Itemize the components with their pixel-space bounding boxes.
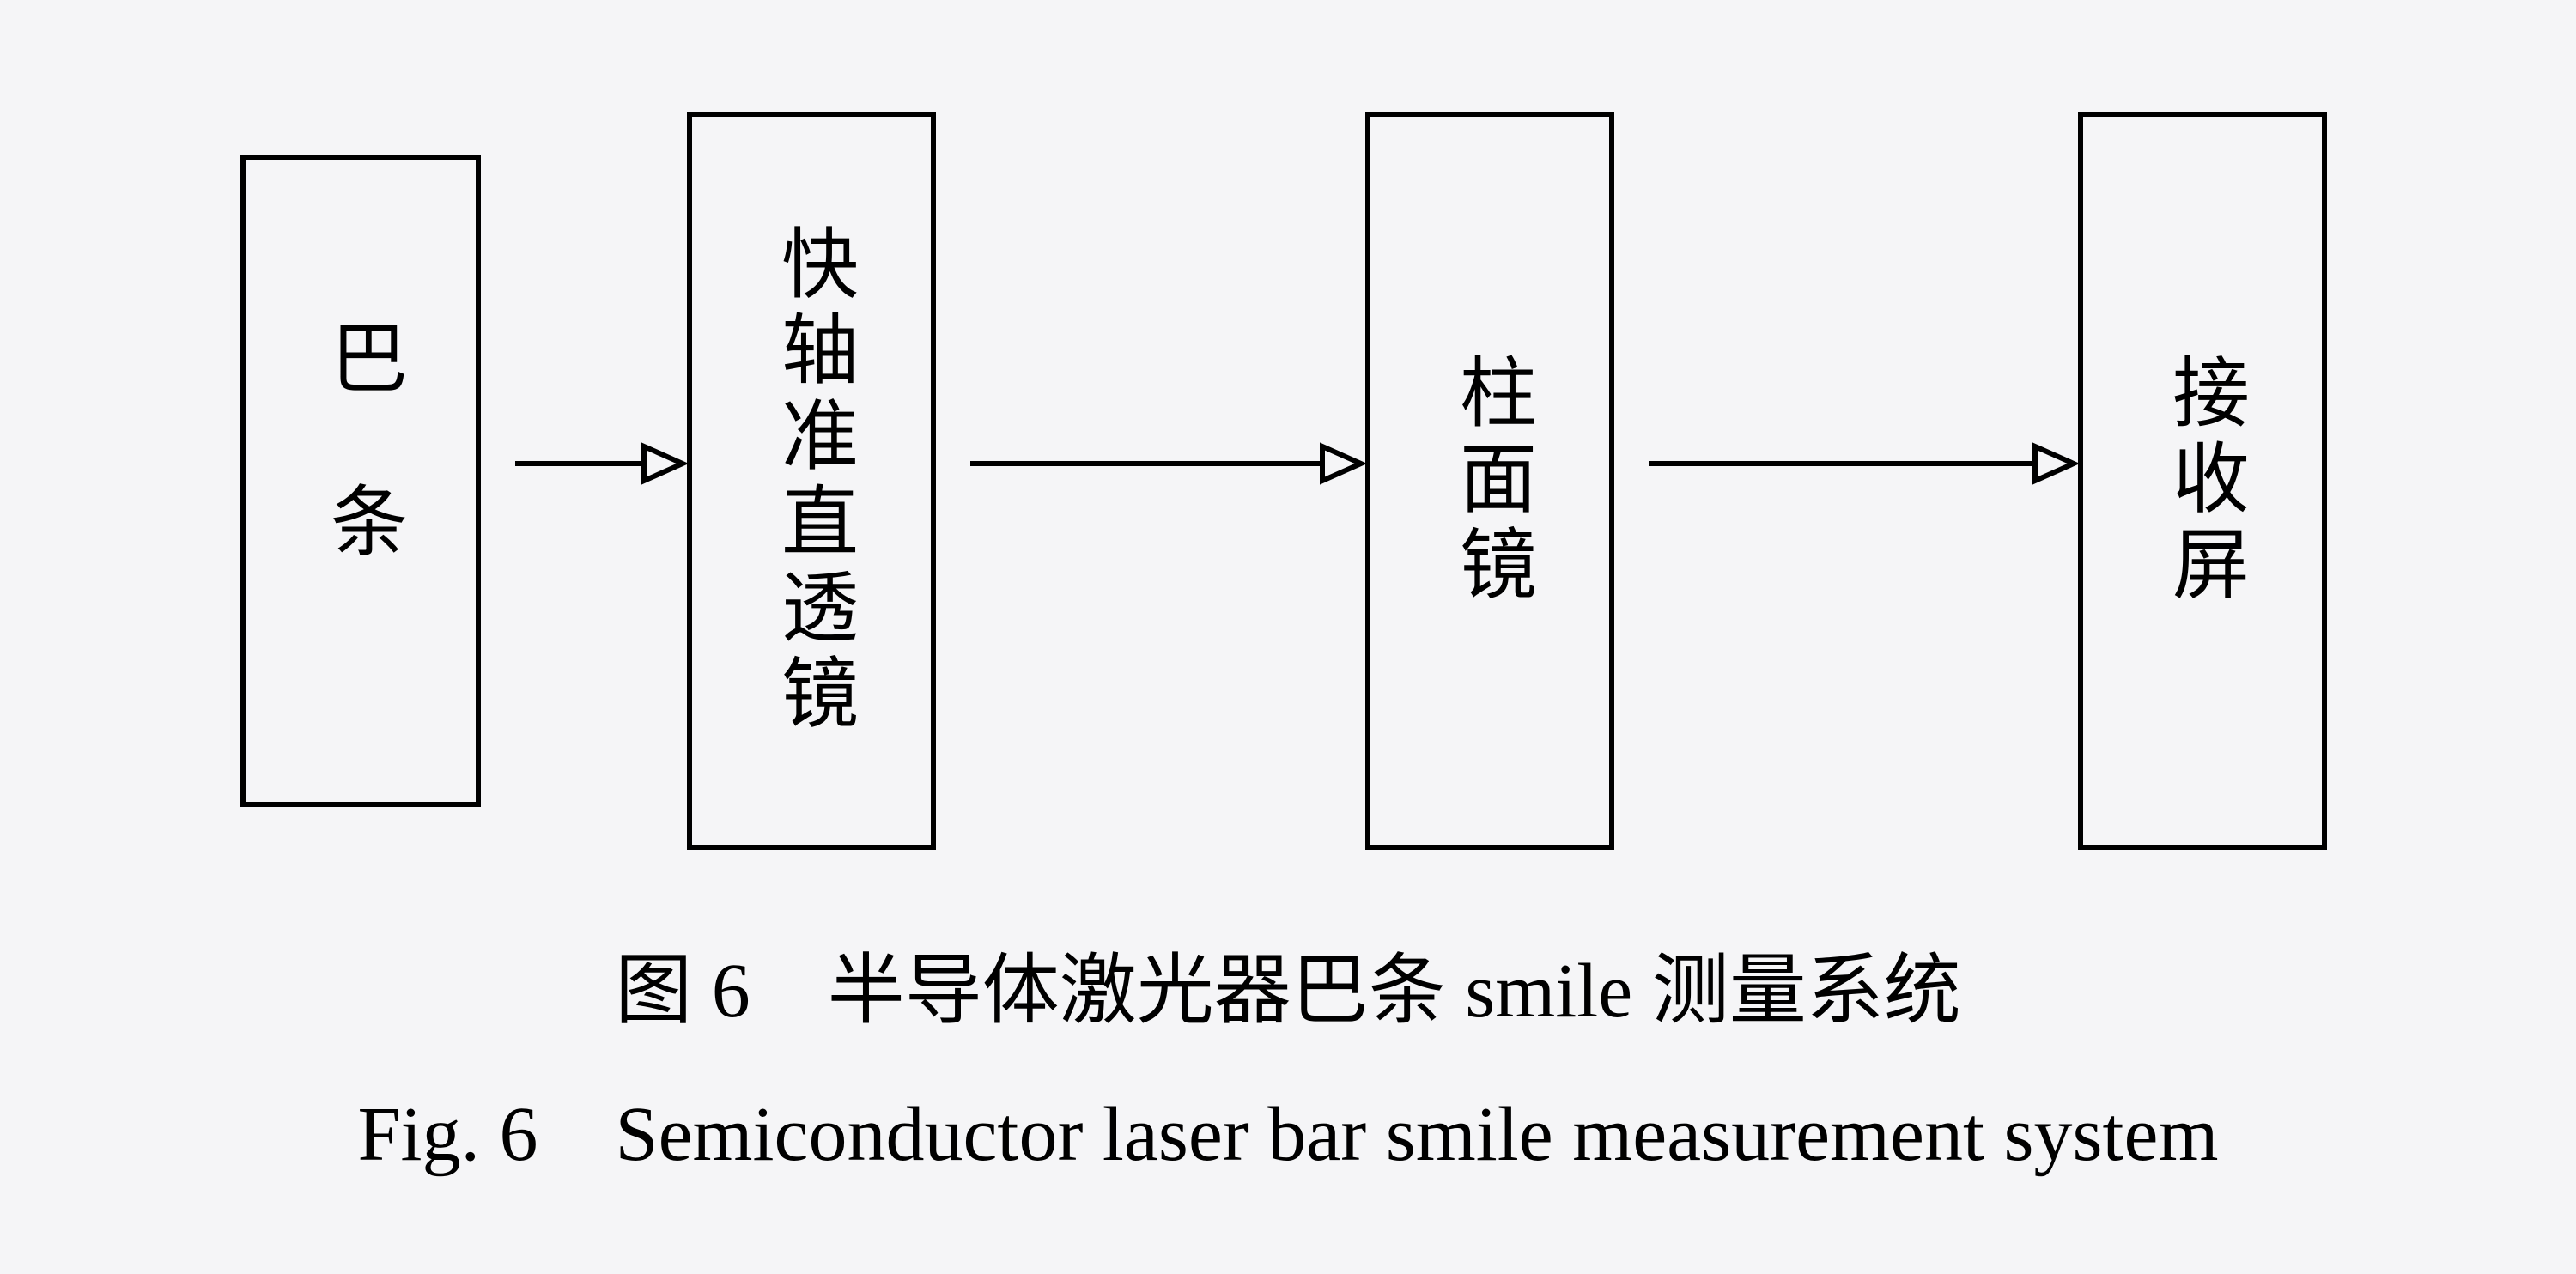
flowchart-diagram: 巴条 快轴准直透镜 柱面镜 接收屏	[0, 86, 2576, 858]
caption-cn-text: 半导体激光器巴条 smile 测量系统	[828, 949, 1961, 1034]
caption-en-prefix: Fig. 6	[357, 1092, 538, 1177]
caption-cn-prefix: 图 6	[615, 949, 750, 1034]
node-fast-axis-collimator: 快轴准直透镜	[687, 112, 936, 850]
caption-chinese: 图 6 半导体激光器巴条 smile 测量系统	[0, 927, 2576, 1039]
arrow-2	[970, 429, 1365, 498]
node-receiver-screen-label: 接收屏	[2156, 352, 2249, 610]
node-bar: 巴条	[240, 155, 481, 807]
arrow-3	[1649, 429, 2078, 498]
caption-en-text: Semiconductor laser bar smile measuremen…	[616, 1092, 2219, 1177]
node-receiver-screen: 接收屏	[2078, 112, 2327, 850]
node-fast-axis-collimator-label: 快轴准直透镜	[765, 223, 858, 738]
node-cylindrical-lens-label: 柱面镜	[1443, 352, 1536, 610]
caption-english: Fig. 6 Semiconductor laser bar smile mea…	[0, 1090, 2576, 1179]
node-cylindrical-lens: 柱面镜	[1365, 112, 1614, 850]
figure-caption: 图 6 半导体激光器巴条 smile 测量系统 Fig. 6 Semicondu…	[0, 927, 2576, 1179]
node-bar-label: 巴条	[314, 318, 407, 644]
arrow-1	[515, 429, 687, 498]
